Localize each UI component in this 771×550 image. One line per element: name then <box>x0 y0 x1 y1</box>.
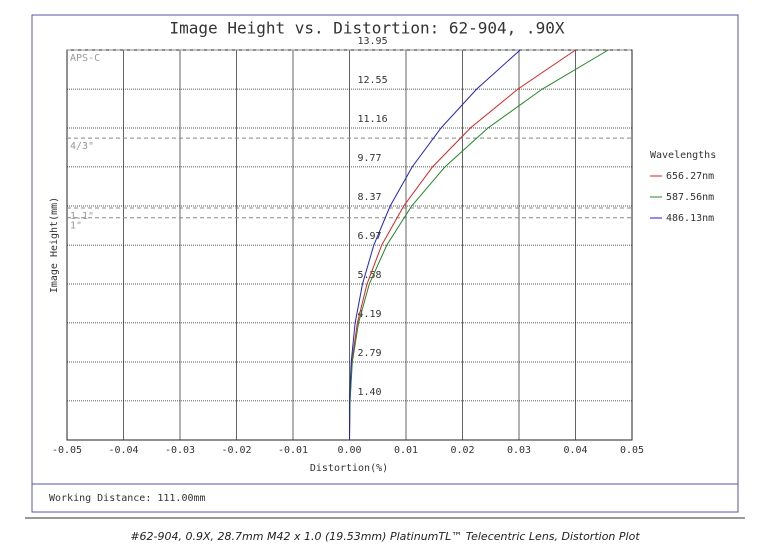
y-tick-label: 11.16 <box>358 114 388 125</box>
x-tick-label: -0.03 <box>165 445 195 456</box>
x-tick-label: 0.02 <box>450 445 474 456</box>
x-tick-label: -0.01 <box>278 445 308 456</box>
sensor-label: 4/3" <box>70 141 94 152</box>
x-tick-label: -0.05 <box>52 445 82 456</box>
x-axis-label: Distortion(%) <box>310 463 388 474</box>
sensor-label: APS-C <box>70 53 100 64</box>
chart-title: Image Height vs. Distortion: 62-904, .90… <box>170 19 565 38</box>
x-tick-label: 0.04 <box>563 445 587 456</box>
legend-title: Wavelengths <box>650 150 716 161</box>
y-tick-label: 6.97 <box>358 231 382 242</box>
x-tick-label: 0.00 <box>337 445 361 456</box>
y-tick-label: 2.79 <box>358 348 382 359</box>
series-line <box>349 49 609 441</box>
x-tick-label: -0.02 <box>221 445 251 456</box>
x-tick-label: 0.05 <box>620 445 644 456</box>
sensor-label: 1" <box>70 221 82 232</box>
x-tick-label: -0.04 <box>108 445 138 456</box>
y-tick-label: 5.58 <box>358 270 382 281</box>
y-tick-label: 9.77 <box>358 153 382 164</box>
frame <box>31 14 739 513</box>
y-tick-label: 8.37 <box>358 192 382 203</box>
sensor-label: 1.1" <box>70 211 94 222</box>
y-tick-label: 12.55 <box>358 75 388 86</box>
x-tick-label: 0.01 <box>394 445 418 456</box>
y-tick-label: 13.95 <box>358 36 388 47</box>
footer: Working Distance: 111.00mm <box>49 493 206 504</box>
legend-label: 486.13nm <box>666 213 714 224</box>
caption: #62-904, 0.9X, 28.7mm M42 x 1.0 (19.53mm… <box>130 530 640 543</box>
series-line <box>349 49 521 440</box>
x-tick-label: 0.03 <box>507 445 531 456</box>
legend-label: 587.56nm <box>666 192 714 203</box>
legend-label: 656.27nm <box>666 171 714 182</box>
y-axis-label: Image Height(mm) <box>49 197 60 293</box>
y-tick-label: 4.19 <box>358 309 382 320</box>
y-tick-label: 1.40 <box>358 387 382 398</box>
